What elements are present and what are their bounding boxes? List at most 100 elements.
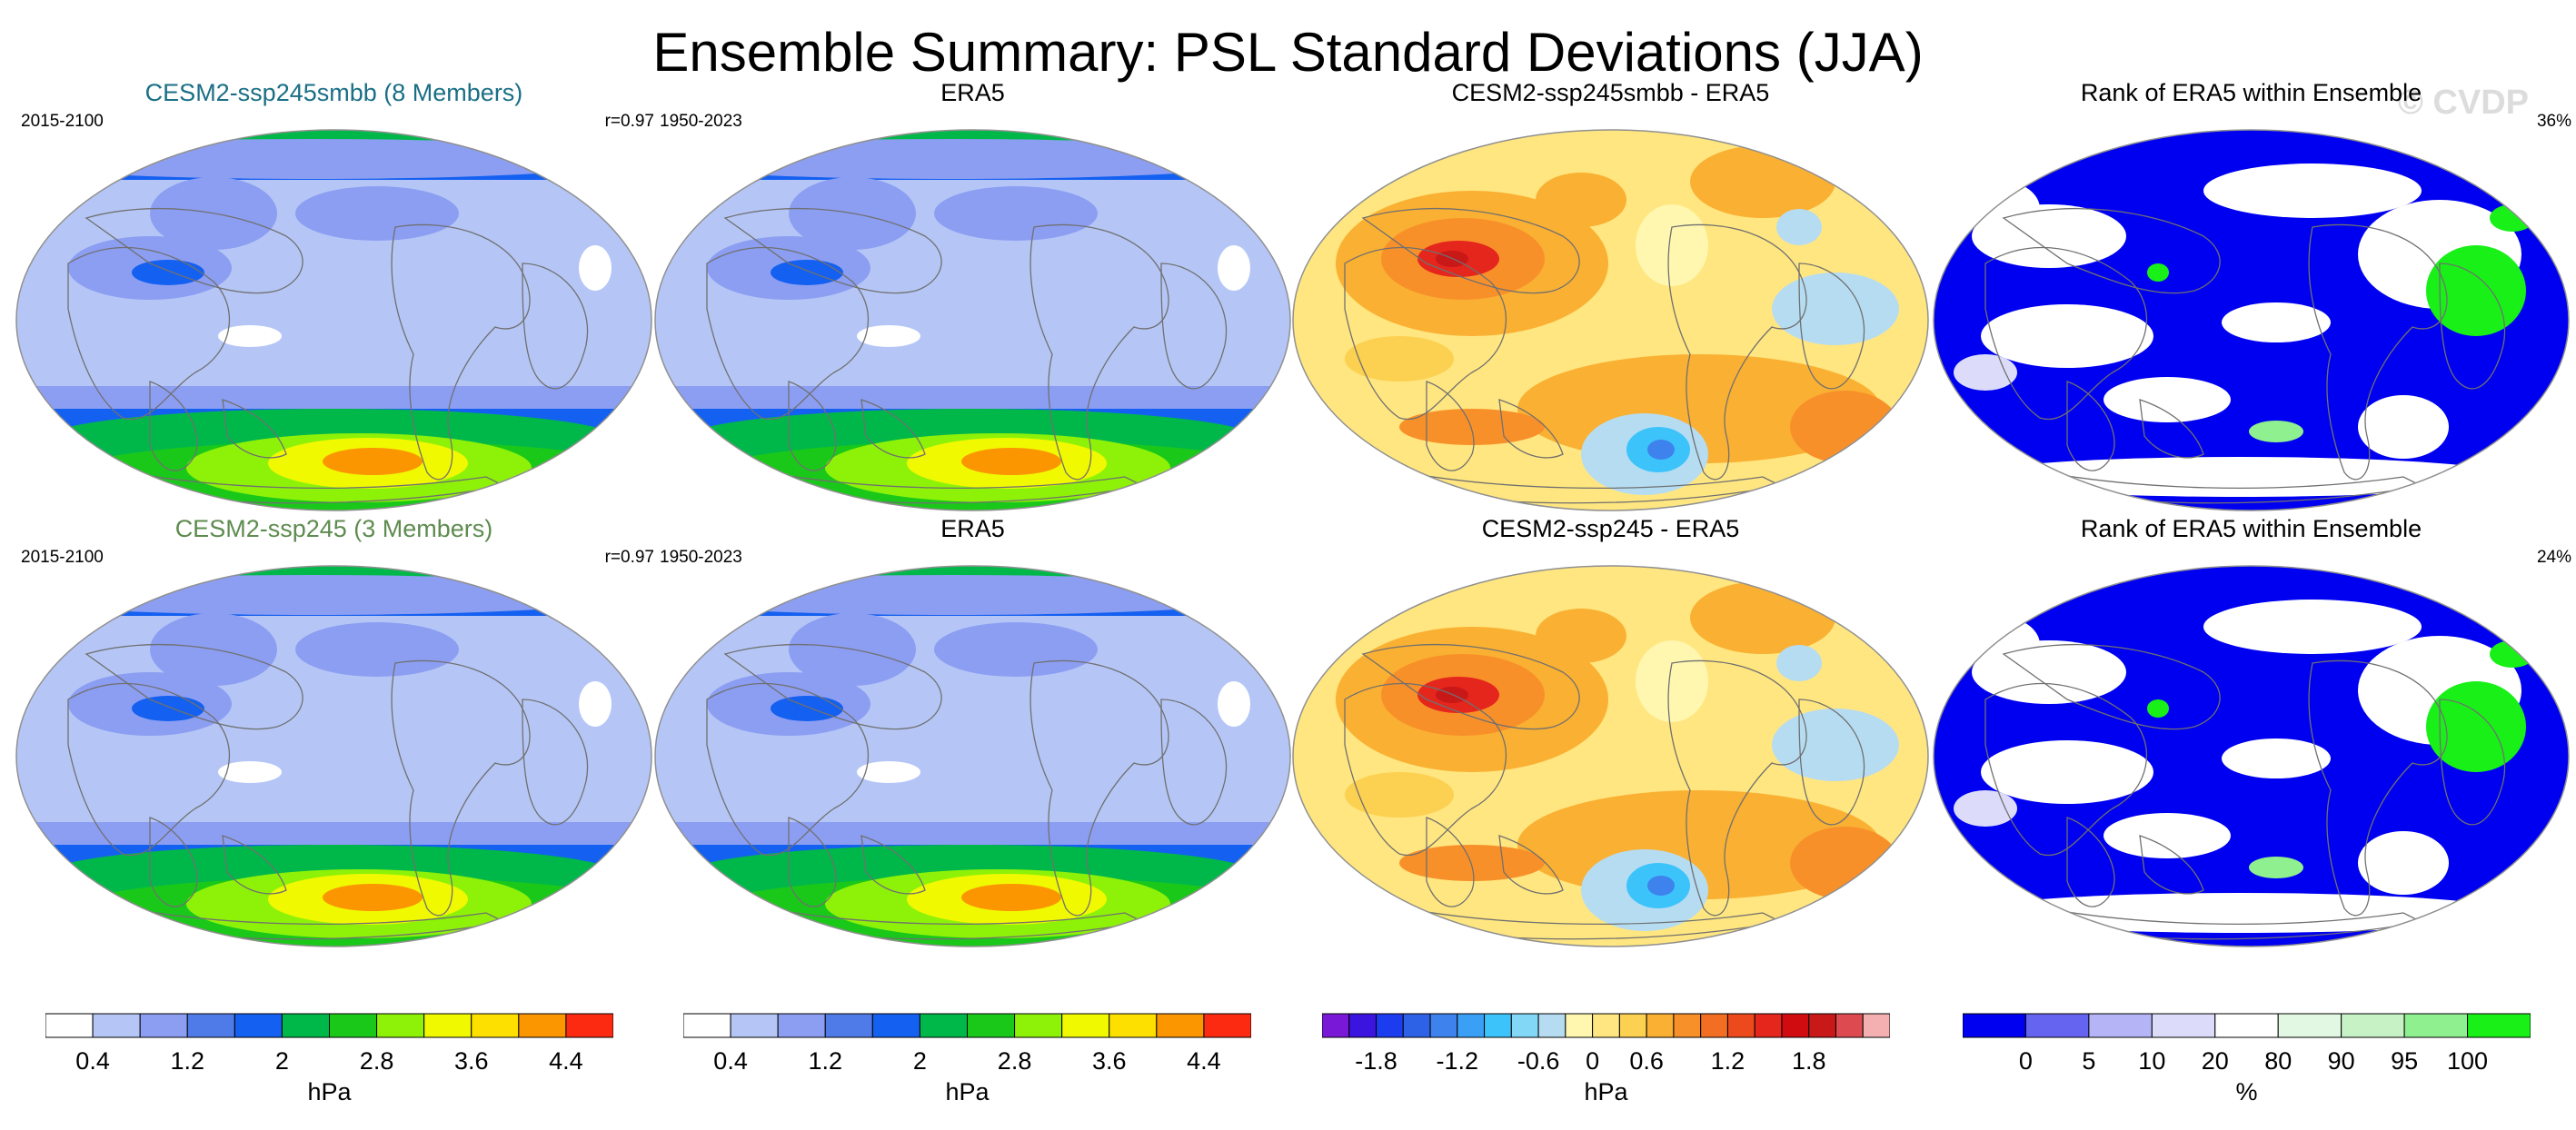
colorbar-tick-label: 90	[2328, 1047, 2355, 1075]
colorbar-tick-label: 0.4	[75, 1047, 110, 1075]
colorbar-tick-label: 3.6	[454, 1047, 489, 1075]
map-outline	[1292, 565, 1929, 947]
std-colorbar-1: 0.41.222.83.64.45.26hPa	[45, 1012, 613, 1130]
colorbar-swatch	[1402, 1013, 1431, 1038]
colorbar-units-label: %	[2235, 1078, 2257, 1105]
panel-stat-label: 36%	[2536, 112, 2571, 131]
colorbar-swatch	[2214, 1013, 2279, 1038]
map-outline	[654, 565, 1291, 947]
rank-colorbar: 0 5 10 20 80 90 95 100%	[1963, 1012, 2531, 1130]
world-map	[652, 127, 1293, 513]
panel-period-label: 2015-2100	[21, 548, 104, 567]
colorbar-swatch	[1673, 1013, 1702, 1038]
colorbar-swatch	[1429, 1013, 1458, 1038]
colorbar-tick-label: 5	[2082, 1047, 2095, 1075]
world-map	[1290, 127, 1931, 513]
colorbar-tick-label: 4.4	[1187, 1047, 1221, 1075]
colorbar-swatch	[1835, 1013, 1864, 1038]
world-map	[1931, 127, 2571, 513]
panel-period-label: 1950-2023	[660, 112, 742, 131]
colorbar-swatch	[1457, 1013, 1486, 1038]
colorbar-swatch	[1014, 1013, 1063, 1038]
colorbar-swatch	[1862, 1013, 1890, 1038]
map-panel: ERA5 1950-2023	[652, 77, 1293, 513]
colorbar-swatch	[871, 1013, 920, 1038]
colorbar-swatch	[1618, 1013, 1647, 1038]
map-fill	[1293, 566, 1928, 947]
colorbar-swatch	[824, 1013, 873, 1038]
map-fill	[1293, 130, 1928, 510]
colorbar-swatch	[45, 1013, 94, 1038]
colorbar-units-label: hPa	[307, 1078, 352, 1105]
map-panel: CESM2-ssp245 (3 Members) 2015-2100 r=0.97	[14, 513, 654, 949]
colorbar-swatch	[329, 1013, 378, 1038]
panel-title: CESM2-ssp245 - ERA5	[1481, 515, 1740, 542]
panel-title: ERA5	[940, 515, 1005, 542]
colorbar-tick-label: 2.8	[998, 1047, 1032, 1075]
colorbar-swatch	[2341, 1013, 2405, 1038]
colorbar-swatch	[423, 1013, 472, 1038]
panel-title: CESM2-ssp245smbb - ERA5	[1451, 79, 1770, 106]
colorbar-swatch	[1781, 1013, 1810, 1038]
colorbar-tick-label: 100	[2447, 1047, 2488, 1075]
colorbar-tick-label: -1.2	[1437, 1047, 1479, 1075]
panel-title: CESM2-ssp245smbb (8 Members)	[144, 79, 523, 106]
colorbar-swatch	[1348, 1013, 1378, 1038]
colorbar-swatch	[2151, 1013, 2216, 1038]
colorbar-tick-label: 4.4	[549, 1047, 583, 1075]
colorbar-swatch	[92, 1013, 141, 1038]
colorbar-swatch	[1700, 1013, 1728, 1038]
map-fill	[1934, 566, 2569, 947]
colorbar-swatch	[2024, 1013, 2090, 1038]
map-outline	[15, 565, 652, 947]
world-map	[14, 563, 654, 949]
colorbar-swatch	[1565, 1013, 1594, 1038]
colorbar-swatch	[730, 1013, 779, 1038]
colorbar-swatch	[1061, 1013, 1110, 1038]
panel-stat-label: r=0.97	[604, 548, 654, 567]
colorbar-swatch	[376, 1013, 425, 1038]
colorbar-swatch	[1726, 1013, 1755, 1038]
colorbar-tick-label: -0.6	[1517, 1047, 1560, 1075]
colorbar-tick-label: 0.4	[713, 1047, 748, 1075]
panel-title: Rank of ERA5 within Ensemble	[2080, 515, 2422, 542]
world-map	[1931, 563, 2571, 949]
colorbar-swatch	[2088, 1013, 2153, 1038]
colorbar-swatch	[1754, 1013, 1783, 1038]
colorbar-tick-label: -1.8	[1355, 1047, 1397, 1075]
colorbar-swatch	[2403, 1013, 2469, 1038]
colorbar-swatch	[1537, 1013, 1566, 1038]
colorbar-swatch	[967, 1013, 1016, 1038]
map-panel: Rank of ERA5 within Ensemble 36%	[1931, 77, 2571, 513]
colorbar-swatch	[234, 1013, 283, 1038]
colorbar-units-label: hPa	[945, 1078, 990, 1105]
panel-title: Rank of ERA5 within Ensemble	[2080, 79, 2422, 106]
colorbar-tick-label: 0	[2019, 1047, 2033, 1075]
colorbar-tick-label: 80	[2264, 1047, 2292, 1075]
colorbar-swatch	[1376, 1013, 1404, 1038]
colorbar-swatch	[1592, 1013, 1620, 1038]
diff-colorbar: -1.8 -1.2 -0.6 0 0.6 1.2 1.8 hPa	[1322, 1012, 1890, 1130]
colorbar-swatch	[281, 1013, 330, 1038]
world-map	[652, 563, 1293, 949]
colorbar-tick-label: 3.6	[1092, 1047, 1127, 1075]
colorbar-swatch	[2467, 1013, 2531, 1038]
colorbar-tick-label: 0	[1586, 1047, 1599, 1075]
colorbar-swatch	[1646, 1013, 1675, 1038]
map-panel: CESM2-ssp245smbb (8 Members) 2015-2100 r=0…	[14, 77, 654, 513]
colorbar-swatch	[1484, 1013, 1512, 1038]
colorbar-tick-label: 1.2	[170, 1047, 204, 1075]
colorbar-swatch	[565, 1013, 613, 1038]
cvdp-watermark: © CVDP	[2397, 84, 2529, 122]
colorbar-swatch	[1322, 1013, 1350, 1038]
colorbar-swatch	[471, 1013, 520, 1038]
panel-stat-label: 24%	[2536, 548, 2571, 567]
map-outline	[1292, 129, 1929, 511]
map-panel: Rank of ERA5 within Ensemble 24%	[1931, 513, 2571, 949]
colorbar-tick-label: 1.2	[808, 1047, 842, 1075]
colorbar-swatch	[186, 1013, 235, 1038]
coastlines	[706, 643, 1228, 940]
map-fill	[1934, 130, 2569, 510]
world-map	[1290, 563, 1931, 949]
colorbar-tick-label: 1.2	[1711, 1047, 1746, 1075]
